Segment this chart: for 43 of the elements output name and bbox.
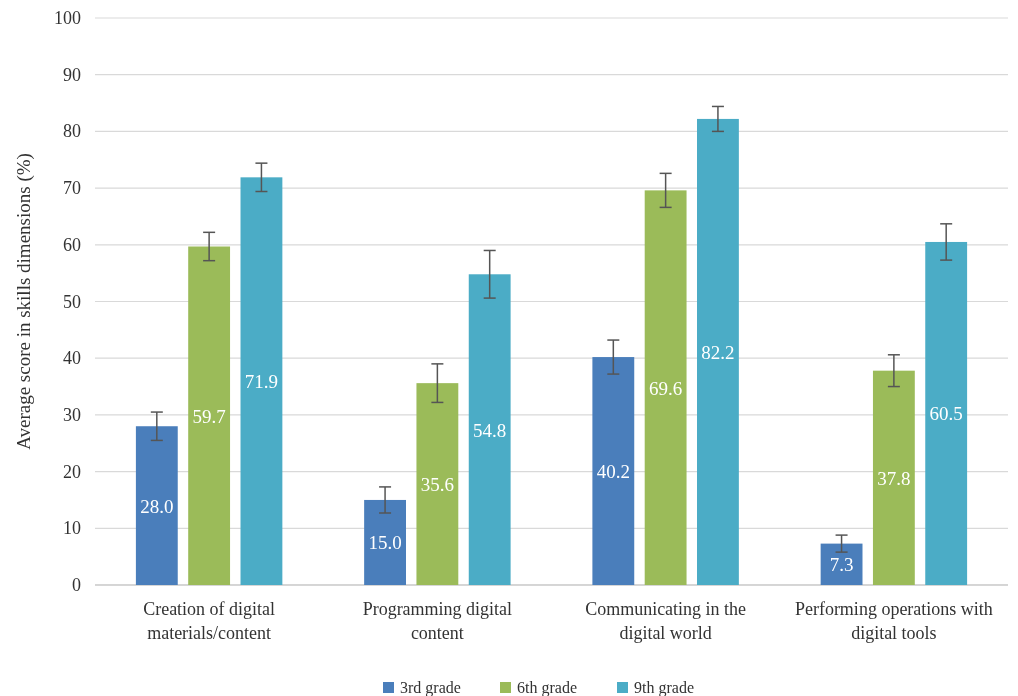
x-tick-label: Creation of digital materials/content — [143, 599, 276, 643]
data-label: 28.0 — [140, 495, 174, 517]
bar — [188, 246, 231, 585]
bar — [820, 543, 863, 585]
bar — [697, 118, 739, 585]
legend-label: 9th grade — [634, 679, 694, 696]
data-label: 71.9 — [244, 371, 279, 393]
bar — [240, 177, 283, 585]
y-tick-label: 90 — [63, 64, 81, 85]
y-tick-label: 40 — [63, 348, 81, 369]
data-label: 60.5 — [929, 403, 963, 425]
data-label: 7.3 — [829, 554, 854, 576]
y-tick-label: 50 — [63, 291, 81, 312]
data-label: 35.6 — [420, 474, 454, 496]
bar — [872, 370, 915, 585]
legend-label: 6th grade — [517, 679, 577, 696]
y-tick-label: 30 — [63, 404, 81, 425]
data-label: 15.0 — [368, 532, 402, 554]
legend-label: 3rd grade — [400, 679, 461, 696]
data-label: 69.6 — [649, 377, 683, 399]
bar — [416, 383, 459, 585]
y-tick-label: 10 — [63, 518, 81, 539]
bar — [364, 499, 406, 585]
x-tick-label: Communicating in the digital world — [585, 599, 747, 643]
y-tick-label: 80 — [63, 121, 81, 142]
data-label: 82.2 — [701, 341, 735, 363]
bar — [644, 190, 687, 585]
y-tick-label: 0 — [72, 575, 81, 595]
y-tick-label: 70 — [63, 178, 81, 199]
y-axis-title: Average score in skills dimensions (%) — [13, 153, 35, 450]
x-tick-label: Programming digital content — [362, 599, 513, 643]
data-label: 37.8 — [877, 467, 911, 489]
y-tick-label: 60 — [63, 234, 81, 255]
y-tick-label: 100 — [54, 8, 81, 28]
data-label: 59.7 — [192, 405, 226, 427]
bar — [925, 241, 968, 585]
bar — [468, 274, 511, 585]
bar — [135, 426, 178, 585]
data-label: 40.2 — [596, 461, 630, 483]
bar — [592, 357, 635, 585]
data-label: 54.8 — [473, 419, 507, 441]
x-tick-label: Performing operations with digital tools — [794, 599, 993, 643]
y-tick-label: 20 — [63, 461, 81, 482]
